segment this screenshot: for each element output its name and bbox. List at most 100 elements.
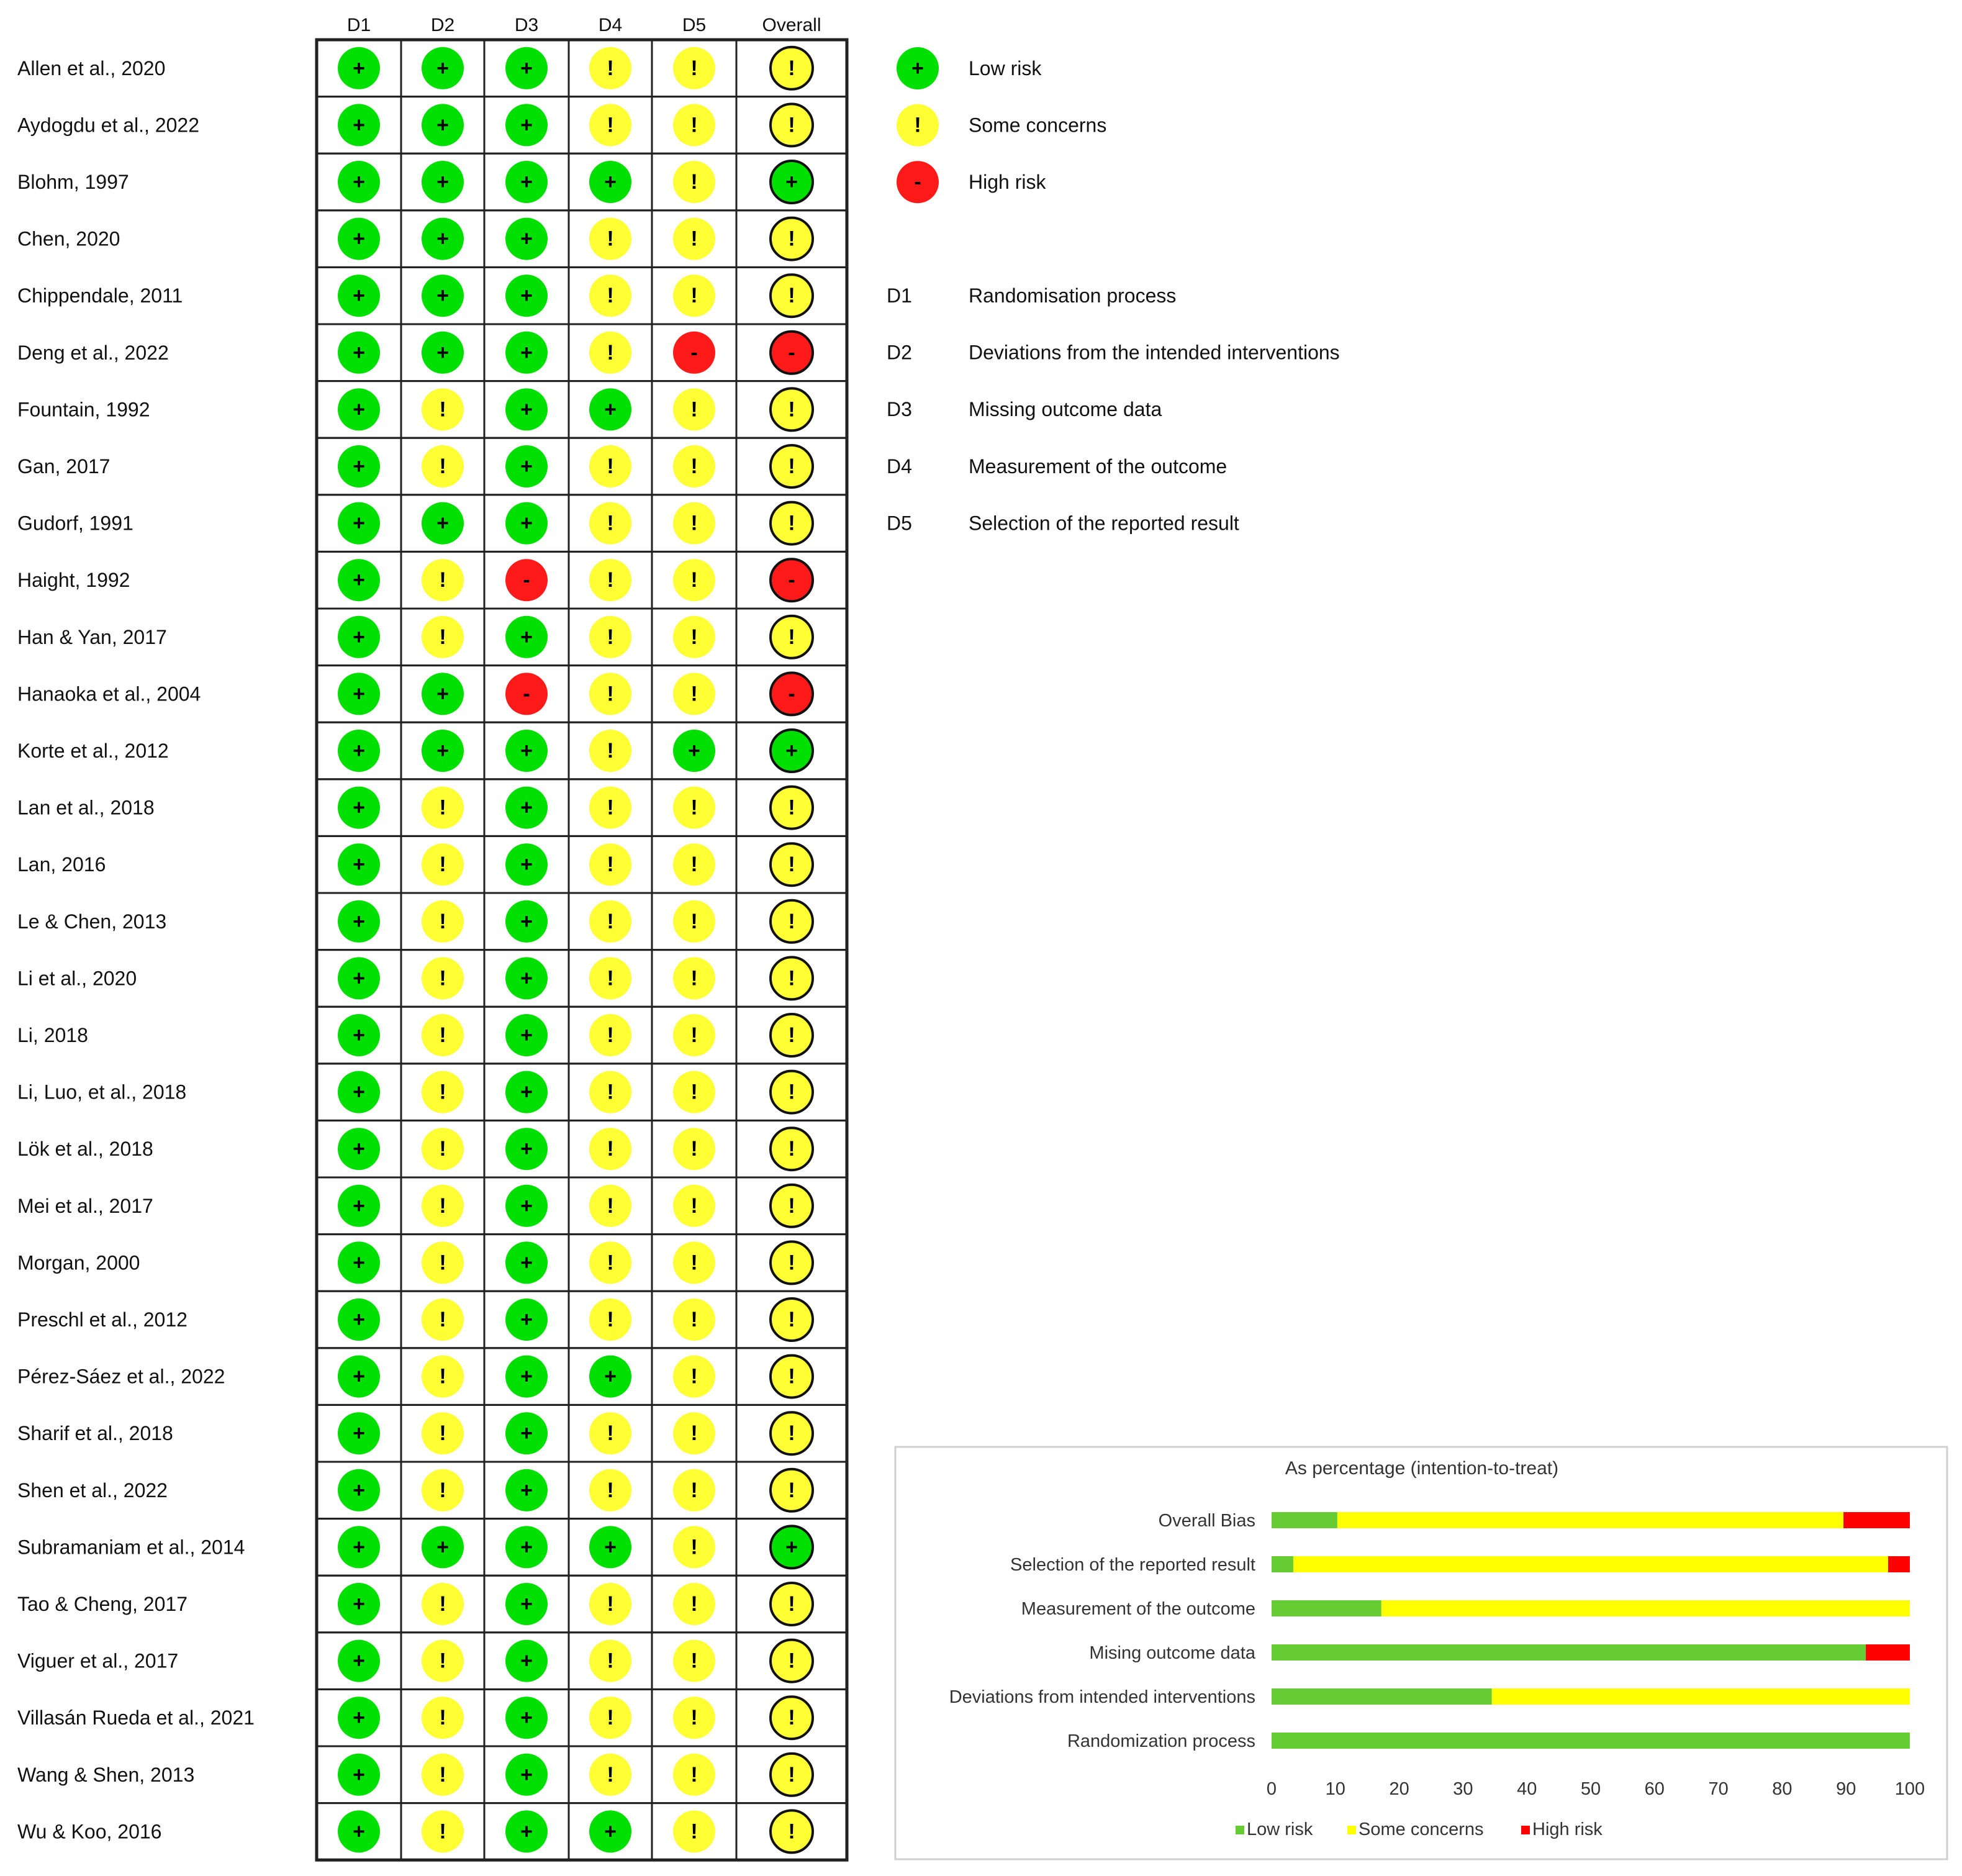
rating-symbol: ! <box>690 966 697 990</box>
rating-symbol: + <box>436 512 449 535</box>
summary-legend-swatch <box>1521 1826 1530 1834</box>
rating-circle-some <box>422 1583 464 1625</box>
rating-symbol: ! <box>788 113 795 137</box>
rating-circle-low <box>505 1583 548 1625</box>
table-row: Sharif et al., 2018 +! +!!! <box>17 1411 814 1456</box>
rating-circle-some <box>589 1071 631 1113</box>
rating-circle-low <box>505 1071 548 1113</box>
rating-circle-some <box>589 1128 631 1171</box>
rating-symbol: ! <box>439 1251 446 1274</box>
rating-circle-low <box>589 1810 631 1853</box>
study-label: Lan, 2016 <box>17 853 106 876</box>
traffic-light-table: D1 D2 D3 D4 D5 Overall Allen et al., 2020 + + +!!… <box>17 15 849 1862</box>
rating-symbol: ! <box>607 512 613 535</box>
rating-symbol: ! <box>690 1194 697 1218</box>
rating-circle-low <box>505 615 548 658</box>
rating-circle-high <box>505 673 548 715</box>
table-row: Gan, 2017 +! +!!! <box>17 444 814 489</box>
rating-circle-some <box>673 786 715 829</box>
rating-circle-low <box>505 104 548 147</box>
x-tick-label: 90 <box>1836 1779 1856 1799</box>
table-row: Subramaniam et al., 2014 + + + +! + <box>17 1525 814 1570</box>
rating-symbol: ! <box>788 796 795 820</box>
rating-circle-low <box>338 445 380 487</box>
rating-symbol: + <box>436 57 449 80</box>
rating-circle-some <box>422 1469 464 1511</box>
rating-symbol: ! <box>439 796 446 820</box>
study-label: Subramaniam et al., 2014 <box>17 1536 245 1558</box>
legend-symbol: - <box>914 170 921 194</box>
rating-circle-some <box>769 501 814 546</box>
rating-symbol: ! <box>690 455 697 478</box>
rating-symbol: ! <box>607 682 613 705</box>
rating-symbol: ! <box>690 1479 697 1502</box>
rating-circle-some <box>769 1069 814 1115</box>
table-row: Aydogdu et al., 2022 + + +!!! <box>17 102 814 148</box>
rating-symbol: + <box>520 1194 533 1218</box>
rating-symbol: + <box>604 1535 617 1559</box>
rating-circle-some <box>673 1526 715 1569</box>
rating-circle-low <box>673 730 715 772</box>
rating-symbol: ! <box>788 397 795 421</box>
rating-circle-some <box>422 900 464 943</box>
rating-circle-some <box>673 1639 715 1682</box>
rating-symbol: + <box>353 1365 365 1389</box>
column-header-d1: D1 <box>347 15 371 35</box>
rating-circle-some <box>673 1298 715 1341</box>
rating-symbol: + <box>353 397 365 421</box>
rating-symbol: + <box>353 739 365 763</box>
bar-row: Deviations from intended interventions <box>949 1687 1910 1707</box>
rating-symbol: + <box>353 455 365 478</box>
rating-symbol: ! <box>607 1137 613 1161</box>
bar-category-label: Deviations from intended interventions <box>949 1687 1255 1707</box>
rating-symbol: ! <box>788 1421 795 1445</box>
rating-circle-some <box>673 445 715 487</box>
rating-symbol: ! <box>439 1706 446 1729</box>
rating-circle-some <box>422 1184 464 1227</box>
study-label: Hanaoka et al., 2004 <box>17 682 201 705</box>
legend-circle-high <box>897 161 939 204</box>
rating-circle-low <box>338 1071 380 1113</box>
rating-circle-some <box>673 161 715 203</box>
rating-circle-low <box>338 1639 380 1682</box>
table-row: Pérez-Sáez et al., 2022 +! + +!! <box>17 1354 814 1399</box>
rating-symbol: ! <box>607 739 613 763</box>
rating-symbol: ! <box>788 910 795 933</box>
rating-symbol: ! <box>690 1421 697 1445</box>
rating-symbol: + <box>353 1081 365 1104</box>
rating-circle-some <box>673 900 715 943</box>
rating-circle-some <box>769 273 814 319</box>
rating-circle-low <box>505 900 548 943</box>
rating-symbol: + <box>520 796 533 820</box>
study-label: Pérez-Sáez et al., 2022 <box>17 1366 225 1388</box>
rating-circle-low <box>422 730 464 772</box>
rating-symbol: ! <box>607 113 613 137</box>
rating-circle-low <box>338 673 380 715</box>
rating-symbol: ! <box>439 455 446 478</box>
rating-symbol: ! <box>439 1649 446 1673</box>
rating-circle-some <box>422 1241 464 1284</box>
rating-symbol: + <box>520 966 533 990</box>
rating-symbol: + <box>353 853 365 876</box>
bar-segment-some-concerns <box>1381 1600 1910 1616</box>
rating-circle-low <box>505 1241 548 1284</box>
rating-symbol: ! <box>788 227 795 251</box>
table-row: Fountain, 1992 +! + +!! <box>17 387 814 432</box>
rating-symbol: + <box>520 512 533 535</box>
rating-symbol: ! <box>690 227 697 251</box>
rating-circle-low <box>338 900 380 943</box>
rating-symbol: ! <box>788 1023 795 1047</box>
rating-circle-some <box>589 786 631 829</box>
rating-circle-some <box>422 388 464 431</box>
rating-circle-low <box>505 161 548 203</box>
rating-symbol: ! <box>607 1479 613 1502</box>
rating-symbol: + <box>353 341 365 365</box>
domain-code: D3 <box>887 398 912 420</box>
rating-symbol: ! <box>690 1706 697 1729</box>
rating-symbol: - <box>523 568 530 592</box>
rating-circle-some <box>673 1753 715 1796</box>
rating-symbol: ! <box>690 1365 697 1389</box>
rating-symbol: + <box>436 170 449 194</box>
rating-circle-low <box>505 1469 548 1511</box>
rating-circle-some <box>589 217 631 260</box>
